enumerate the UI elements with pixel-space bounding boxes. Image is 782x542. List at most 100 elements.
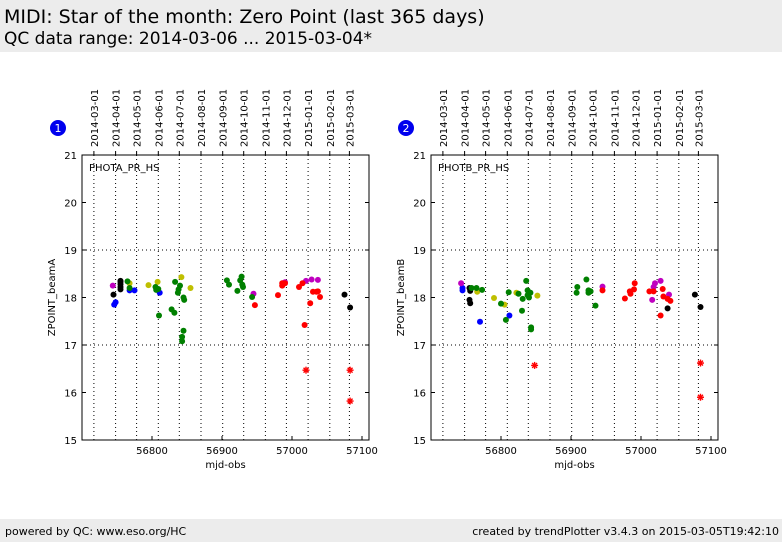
top-date-label: 2015-01-01 [304,89,315,147]
data-point [307,300,314,307]
top-date-label: 2014-08-01 [197,89,208,147]
data-point-star [531,361,539,369]
panel-badge-icon [50,120,66,136]
data-point [301,322,308,329]
data-point [573,289,580,296]
top-date-label: 2014-11-01 [610,89,621,147]
charts-area: 1 2014-03-01 2014-04-01 2014-05-01 2014-06-0… [47,89,727,471]
top-date-label: 2014-10-01 [589,89,600,147]
top-date-label: 2014-08-01 [546,89,557,147]
data-point [650,288,657,295]
y-tick-label: 20 [413,199,426,210]
data-point [523,277,530,284]
data-point [171,309,178,316]
data-point [667,297,674,304]
x-tick-label: 57100 [346,446,378,457]
data-point [473,285,480,291]
y-tick-label: 21 [64,151,77,162]
data-point [124,278,131,285]
page-footer: powered by QC: www.eso.org/HC created by… [0,519,782,542]
footer-created-by: created by trendPlotter v3.4.3 on 2015-0… [472,525,779,538]
top-date-label: 2014-11-01 [261,89,272,147]
data-point [657,312,664,319]
x-axis-label: mjd-obs [554,460,594,471]
chart-panel-beamA: 1 2014-03-01 2014-04-01 2014-05-01 2014-06-0… [47,89,378,471]
y-tick-label: 21 [413,151,426,162]
data-point [587,288,594,295]
page-header: MIDI: Star of the month: Zero Point (las… [0,0,782,52]
top-date-label: 2014-09-01 [219,89,230,147]
data-point [468,285,475,291]
top-date-label: 2015-03-01 [345,89,356,147]
data-point [282,280,288,287]
panel-badge-number: 1 [55,122,62,135]
data-point [583,276,590,283]
x-tick-label: 57000 [276,446,308,457]
top-date-label: 2014-04-01 [461,89,472,147]
data-point [110,291,117,298]
top-date-label: 2014-09-01 [568,89,579,147]
top-date-label: 2014-10-01 [240,89,251,147]
data-point [592,302,599,309]
y-tick-label: 17 [413,341,426,352]
top-date-label: 2014-05-01 [133,89,144,147]
data-point [458,280,465,287]
y-axis-label: ZPOINT_beamA [47,259,58,337]
data-point [599,287,606,294]
data-point [631,280,638,287]
data-point [179,338,186,345]
data-point [502,316,509,323]
data-point [627,290,634,297]
data-point [506,312,513,319]
data-point [131,287,138,294]
data-point [491,294,497,301]
y-tick-label: 18 [413,294,426,305]
data-point [251,302,258,309]
top-date-label: 2015-01-01 [653,89,664,147]
data-point [234,287,241,294]
data-point [479,286,486,293]
x-tick-label: 56900 [555,446,587,457]
top-date-label: 2014-06-01 [154,89,165,147]
x-tick-label: 56800 [485,446,517,457]
data-point-star [346,366,354,374]
top-date-label: 2014-03-01 [90,89,101,147]
x-tick-label: 56900 [206,446,238,457]
y-tick-label: 19 [413,246,426,257]
x-tick-label: 57100 [695,446,727,457]
data-point [659,285,666,292]
top-date-label: 2014-07-01 [175,89,186,147]
data-point-star [302,366,310,374]
data-point [664,305,671,312]
data-point [534,292,541,299]
data-point [187,285,194,291]
plot-frame [81,154,370,441]
data-point [646,288,653,295]
data-point [155,285,162,292]
data-point [240,284,246,291]
top-date-label: 2014-04-01 [112,89,123,147]
data-point [459,285,466,291]
data-point [631,286,637,293]
data-point [308,276,315,283]
y-axis-label: ZPOINT_beamB [396,259,407,337]
panel-badge-icon [398,120,414,136]
data-point [652,280,658,287]
top-date-label: 2014-06-01 [503,89,514,147]
data-point [317,294,323,301]
top-date-label: 2014-12-01 [282,89,293,147]
y-tick-label: 16 [64,389,77,400]
data-point [249,294,256,301]
data-point [145,282,152,289]
data-point [156,312,162,319]
y-tick-label: 17 [64,341,77,352]
y-tick-label: 20 [64,199,77,210]
x-tick-label: 56800 [136,446,168,457]
top-date-label: 2015-02-01 [675,89,686,147]
data-point [467,300,474,307]
y-tick-label: 16 [413,389,426,400]
qc-data-range: QC data range: 2014-03-06 ... 2015-03-04… [4,29,373,49]
data-point [314,276,321,283]
data-point-star [697,359,704,367]
data-point [519,295,526,302]
